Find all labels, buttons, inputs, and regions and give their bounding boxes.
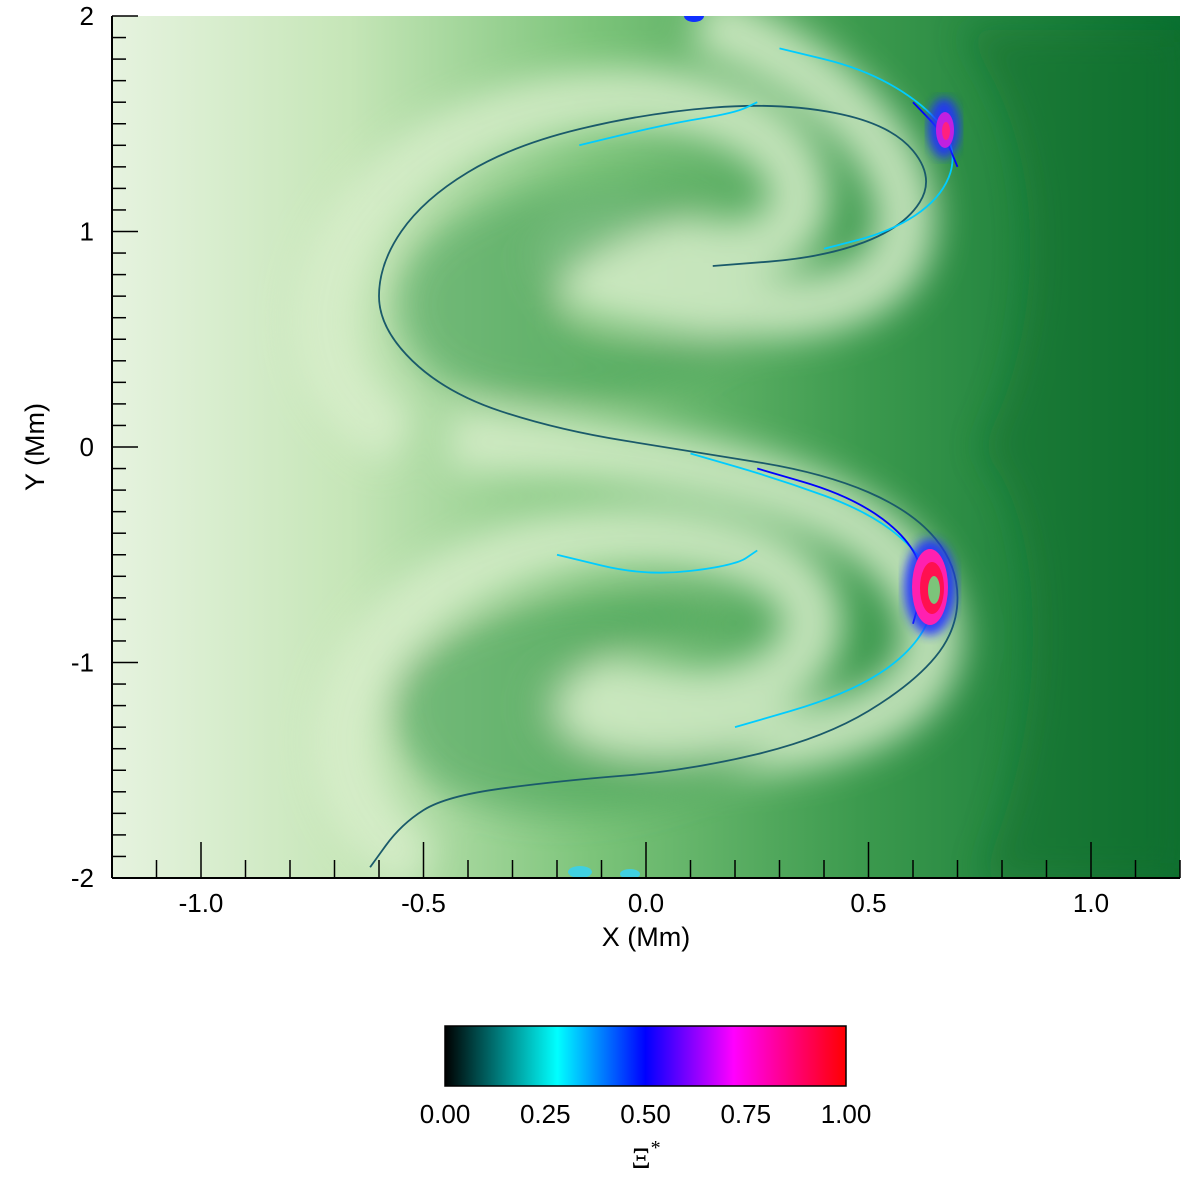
x-tick-label: 0.0 <box>628 888 664 918</box>
x-tick-label: -0.5 <box>401 888 446 918</box>
y-axis-title: Y (Mm) <box>20 403 50 491</box>
colorbar-title: Ξ* <box>631 1137 660 1175</box>
x-axis-title: X (Mm) <box>602 922 690 952</box>
contour-line <box>369 104 959 868</box>
colorbar-tick-label: 1.00 <box>821 1099 872 1129</box>
axes: -1.0 -0.5 0.0 0.5 1.0 -2 -1 0 1 2 X (Mm) Y (Mm) <box>20 1 1181 952</box>
colorbar-title-sup: * <box>651 1137 661 1159</box>
contour-line <box>579 101 758 147</box>
dark-core-upper <box>398 183 760 404</box>
colorbar-tick-label: 0.25 <box>520 1099 571 1129</box>
dark-band-right <box>960 30 1180 878</box>
colorbar-title-main: Ξ <box>631 1142 650 1175</box>
light-band-lower <box>312 410 962 878</box>
y-ticks: -2 -1 0 1 2 <box>71 1 138 893</box>
colorbar-tick-label: 0.00 <box>420 1099 471 1129</box>
hotspot-lower <box>904 539 956 635</box>
y-tick-label: -2 <box>71 863 94 893</box>
colorbar: 0.00 0.25 0.50 0.75 1.00 Ξ* <box>420 1025 872 1175</box>
hotspot-bottom-edge <box>568 866 640 878</box>
y-tick-label: -1 <box>71 648 94 678</box>
colorbar-tick-label: 0.50 <box>620 1099 671 1129</box>
y-tick-label: 2 <box>80 1 94 31</box>
dark-core-lower <box>392 596 780 814</box>
field-shading <box>293 16 1180 878</box>
x-tick-label: -1.0 <box>179 888 224 918</box>
x-ticks: -1.0 -0.5 0.0 0.5 1.0 <box>111 842 1181 918</box>
y-tick-label: 0 <box>80 432 94 462</box>
contour-line <box>556 549 758 574</box>
colorbar-ticks: 0.00 0.25 0.50 0.75 1.00 <box>420 1099 872 1129</box>
hotspot-upper <box>928 98 960 158</box>
plot-area <box>112 16 1180 878</box>
y-tick-label: 1 <box>80 217 94 247</box>
colorbar-tick-label: 0.75 <box>720 1099 771 1129</box>
hotspot-top-edge <box>684 16 704 22</box>
x-tick-label: 1.0 <box>1073 888 1109 918</box>
x-tick-label: 0.5 <box>850 888 886 918</box>
colorbar-gradient <box>444 1025 847 1087</box>
light-band-upper <box>293 16 935 467</box>
